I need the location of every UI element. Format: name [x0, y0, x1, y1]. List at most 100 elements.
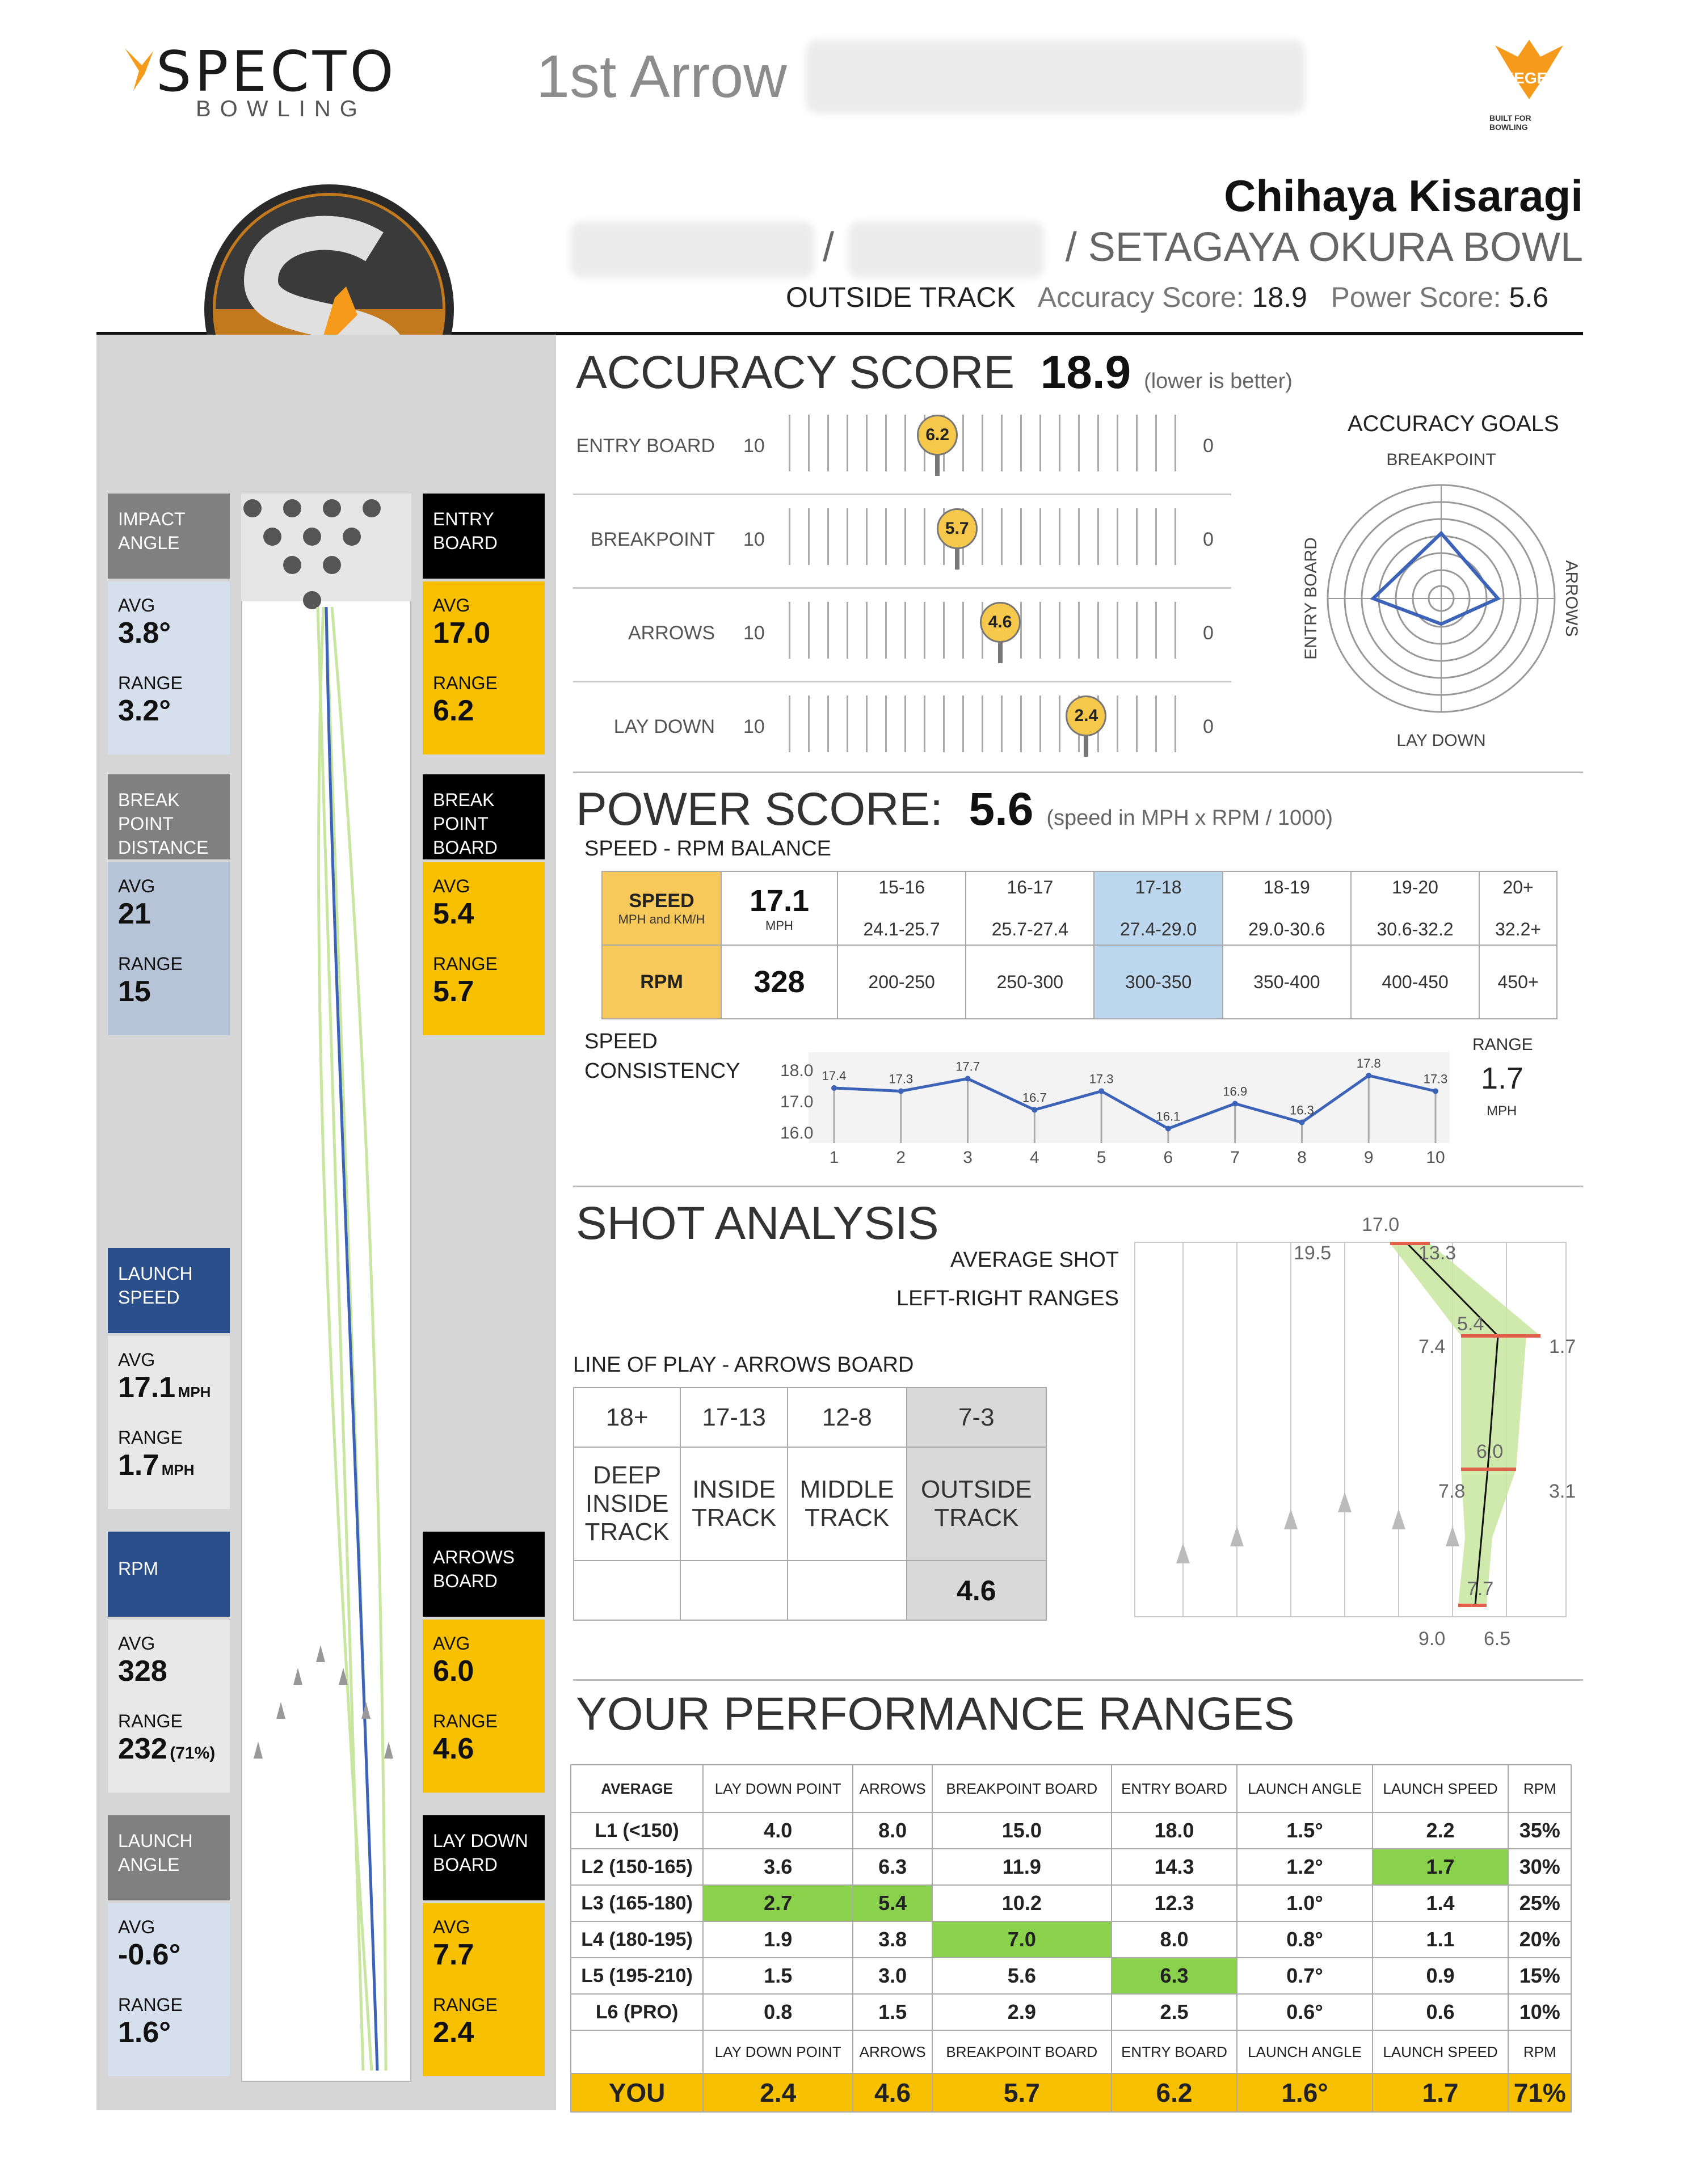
perf-cell: 1.2° — [1236, 1848, 1373, 1886]
accuracy-row: ENTRY BOARD 10 0 6.2 — [573, 406, 1231, 496]
radar-bottom-label: LAY DOWN — [1396, 731, 1485, 750]
laydown-board-avg: 7.7 — [433, 1938, 474, 1971]
lop-head-2: 12-8 — [786, 1387, 907, 1448]
perf-row-label: L1 (<150) — [570, 1812, 704, 1849]
accuracy-section-title: ACCURACY SCORE 18.9 (lower is better) — [576, 347, 1293, 398]
speed-value-cell: 17.1 MPH — [721, 871, 838, 946]
lop-value: 4.6 — [906, 1560, 1047, 1621]
balance-title: SPEED - RPM BALANCE — [584, 837, 831, 861]
accuracy-marker: 4.6 — [979, 602, 1021, 643]
accuracy-row-min: 0 — [1203, 622, 1214, 644]
breakpoint-board-values: AVG 5.4 RANGE 5.7 — [423, 862, 545, 1035]
perf-cell: 20% — [1508, 1921, 1572, 1958]
perf-cell: 6.3 — [1110, 1957, 1238, 1995]
x-tick-label: 3 — [963, 1148, 973, 1166]
track-label: OUTSIDE TRACK — [786, 281, 1016, 313]
perf-head: LAY DOWN POINT — [702, 1764, 854, 1813]
perf-cell: 4.0 — [702, 1812, 854, 1849]
accuracy-goals-title: ACCURACY GOALS — [1348, 411, 1559, 436]
perf-head: LAUNCH ANGLE — [1236, 1764, 1373, 1813]
arrows-board-head: ARROWS BOARD — [423, 1532, 545, 1617]
speed-series-line — [834, 1074, 1436, 1131]
launch-speed-range: 1.7 — [118, 1449, 159, 1482]
accuracy-divider — [573, 771, 1583, 773]
speed-data-label: 17.4 — [822, 1069, 847, 1083]
you-value: 1.7 — [1371, 2073, 1509, 2113]
you-value: 1.6° — [1236, 2073, 1373, 2113]
accuracy-row-divider — [573, 494, 1231, 495]
brand-sub: BOWLING — [196, 96, 367, 121]
accuracy-marker-stem — [935, 453, 940, 476]
perf-cell: 6.3 — [852, 1848, 933, 1886]
speed-rpm-balance-table: SPEED MPH and KM/H 17.1 MPH 15-16 24.1-25.7… — [601, 871, 1557, 1019]
speed-data-label: 17.3 — [1089, 1072, 1114, 1086]
perf-cell: 35% — [1508, 1812, 1572, 1849]
chart-plot-area — [809, 1052, 1450, 1143]
consistency-title: SPEED CONSISTENCY — [584, 1030, 740, 1083]
perf-cell: 11.9 — [932, 1848, 1112, 1886]
header-rule — [96, 332, 1583, 335]
speed-data-label: 16.7 — [1022, 1091, 1047, 1105]
performance-ranges-table: AVERAGE LAY DOWN POINT ARROWS BREAKPOINT BO… — [570, 1764, 1572, 2113]
rpm-values: AVG 328 RANGE 232 (71%) — [108, 1620, 230, 1793]
accuracy-row-min: 0 — [1203, 435, 1214, 457]
range-unit: MPH — [1487, 1103, 1517, 1119]
shot-bp: 5.4 — [1457, 1313, 1484, 1335]
x-tick-label: 8 — [1297, 1148, 1307, 1166]
range-value: 1.7 — [1481, 1061, 1524, 1095]
perf-foot-head: ARROWS — [852, 2030, 933, 2074]
perf-cell: 3.6 — [702, 1848, 854, 1886]
kegel-tag: KEGEL — [1502, 69, 1557, 87]
impact-angle-head: IMPACT ANGLE — [108, 494, 230, 579]
lop-name-1: INSIDE TRACK — [680, 1447, 788, 1561]
x-tick-label: 5 — [1097, 1148, 1106, 1166]
arrows-board-range: 4.6 — [433, 1732, 474, 1765]
accuracy-marker-stem — [997, 640, 1003, 663]
power-note: (speed in MPH x RPM / 1000) — [1046, 806, 1333, 830]
accuracy-score-value: 18.9 — [1040, 347, 1131, 398]
perf-cell: 7.0 — [932, 1921, 1112, 1958]
perf-you-row: YOU 2.4 4.6 5.7 6.2 1.6° 1.7 71% — [570, 2073, 1572, 2113]
accuracy-row-name: BREAKPOINT — [590, 529, 715, 550]
you-value: 5.7 — [932, 2073, 1112, 2113]
speed-point — [1032, 1107, 1038, 1113]
center-separator: / — [823, 225, 835, 270]
perf-cell: 1.0° — [1236, 1884, 1373, 1922]
speed-consistency-chart: 18.0 17.0 16.0 17.4 1 17.3 2 17.7 3 16.7 4 17.3 5 16.… — [780, 1052, 1450, 1166]
launch-speed-head: LAUNCH SPEED — [108, 1248, 230, 1333]
speed-col-4: 19-20 30.6-32.2 — [1350, 871, 1480, 946]
entry-board-range: 6.2 — [433, 694, 474, 727]
power-summary-label: Power Score: — [1331, 281, 1501, 313]
brand-name: SPECTO — [156, 40, 397, 104]
rpm-col-2: 300-350 — [1093, 945, 1223, 1019]
shot-entry-r: 13.3 — [1418, 1242, 1456, 1264]
speed-data-label: 16.1 — [1156, 1110, 1180, 1124]
speed-point — [1433, 1088, 1438, 1094]
launch-angle-range: 1.6° — [118, 2016, 171, 2049]
accuracy-row-divider — [573, 681, 1231, 682]
bpb-avg: 5.4 — [433, 897, 474, 930]
speed-data-label: 17.3 — [1424, 1072, 1448, 1086]
perf-cell: 5.4 — [852, 1884, 933, 1922]
shot-entry-l: 19.5 — [1294, 1242, 1331, 1264]
accuracy-row: ARROWS 10 0 4.6 — [573, 593, 1231, 684]
you-label: YOU — [570, 2073, 704, 2113]
perf-cell: 5.6 — [932, 1957, 1112, 1995]
shot-analysis-chart: 17.0 19.5 13.3 5.4 7.4 1.7 6.0 7.8 3.1 7… — [1134, 1214, 1576, 1650]
power-summary-value: 5.6 — [1509, 281, 1549, 313]
speed-point — [1165, 1125, 1171, 1132]
accuracy-marker: 5.7 — [936, 508, 978, 549]
accuracy-row-max: 10 — [743, 716, 765, 737]
perf-head: RPM — [1508, 1764, 1572, 1813]
launch-speed-avg: 17.1 — [118, 1371, 176, 1404]
accuracy-row-max: 10 — [743, 529, 765, 550]
power-section-title: POWER SCORE: 5.6 (speed in MPH x RPM / 1… — [576, 783, 1333, 835]
speed-point — [965, 1076, 971, 1082]
lr-ranges-label: LEFT-RIGHT RANGES — [896, 1287, 1119, 1310]
rpm-col-4: 400-450 — [1350, 945, 1480, 1019]
perf-cell: 0.6 — [1371, 1993, 1509, 2031]
accuracy-row-scale — [789, 508, 1180, 565]
lop-head-3: 7-3 — [906, 1387, 1047, 1448]
shot-ld: 7.7 — [1467, 1578, 1493, 1600]
perf-head: BREAKPOINT BOARD — [932, 1764, 1112, 1813]
